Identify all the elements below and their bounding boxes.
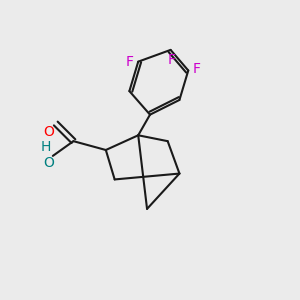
Text: F: F	[193, 62, 201, 76]
Text: O: O	[44, 125, 54, 139]
Text: F: F	[126, 55, 134, 69]
Text: O: O	[44, 156, 54, 170]
Text: H: H	[41, 140, 51, 154]
Text: F: F	[168, 53, 176, 67]
